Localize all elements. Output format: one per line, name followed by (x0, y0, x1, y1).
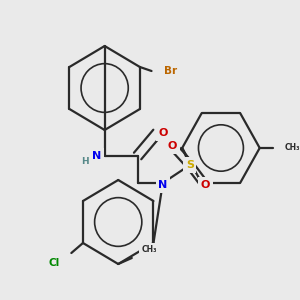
Text: N: N (92, 151, 101, 161)
Text: H: H (82, 158, 89, 166)
Text: Cl: Cl (48, 258, 59, 268)
Text: O: O (201, 180, 210, 190)
Text: O: O (158, 128, 167, 138)
Text: CH₃: CH₃ (285, 143, 300, 152)
Text: CH₃: CH₃ (142, 245, 157, 254)
Text: O: O (168, 141, 177, 151)
Text: N: N (158, 180, 167, 190)
Text: Br: Br (164, 66, 178, 76)
Text: S: S (186, 160, 194, 170)
